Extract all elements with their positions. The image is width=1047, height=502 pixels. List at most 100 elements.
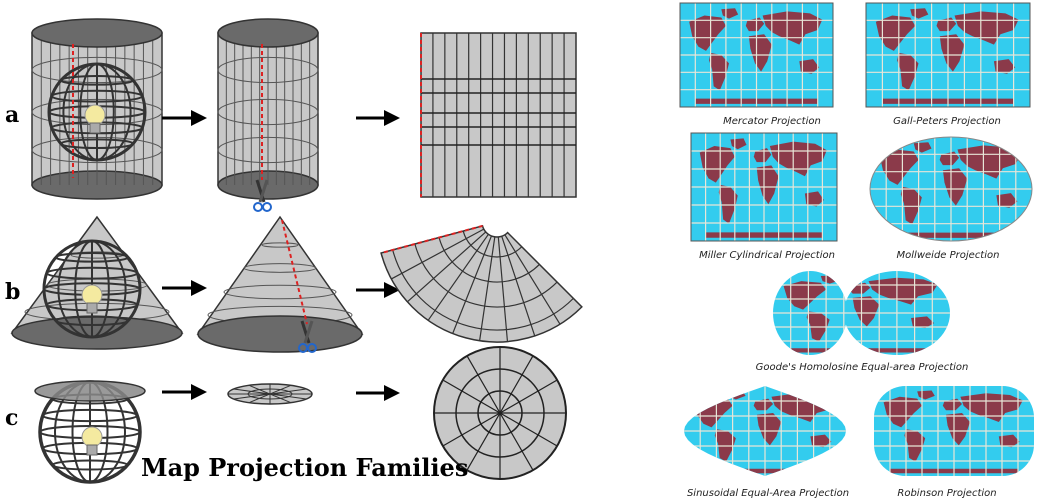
cylinder-parallel <box>217 98 319 126</box>
map-mercator <box>679 2 834 108</box>
cone-base <box>11 316 183 350</box>
map-miller <box>690 132 838 242</box>
caption-robinson: Robinson Projection <box>897 488 997 499</box>
arrow-head <box>191 280 207 296</box>
continent <box>911 316 935 329</box>
continent <box>996 193 1018 208</box>
bulb-glass <box>84 104 106 126</box>
globe-parallel <box>50 89 144 103</box>
unrolled-conic-fan <box>380 224 583 343</box>
map-frame <box>865 2 1031 108</box>
caption-mercator: Mercator Projection <box>723 116 821 127</box>
map-gall-peters <box>865 2 1031 108</box>
continent <box>998 434 1020 448</box>
map-mollweide <box>869 136 1033 242</box>
cut-line <box>281 219 308 325</box>
globe-parallel <box>41 408 139 423</box>
continent <box>810 434 832 448</box>
continent <box>799 59 820 74</box>
plane-with-globe <box>34 380 146 484</box>
continent <box>939 151 960 166</box>
continent <box>709 52 729 91</box>
continent <box>745 17 765 32</box>
continent <box>875 15 916 51</box>
scissors-icon <box>298 320 317 353</box>
arrow-a1 <box>162 110 207 126</box>
cylinder-top <box>31 18 163 48</box>
projection-plane <box>34 380 146 402</box>
azimuthal-disk <box>433 346 567 480</box>
continent <box>879 149 919 185</box>
fan-meridian <box>391 228 485 280</box>
fan-parallel <box>438 237 540 283</box>
fan-meridian <box>479 236 496 341</box>
continent <box>689 15 726 51</box>
continent <box>936 17 957 32</box>
globe-parallel <box>54 315 130 327</box>
scissors-blade <box>300 320 311 344</box>
map-frame <box>869 136 1033 242</box>
fan-meridian <box>497 236 509 342</box>
scissors-blade <box>255 179 266 203</box>
fan-meridian <box>501 236 536 337</box>
cylinder-top <box>217 18 319 48</box>
continent <box>718 184 738 224</box>
fan-meridian <box>406 231 487 303</box>
fan-parallel <box>414 243 558 308</box>
arrow-head <box>191 110 207 126</box>
continent <box>957 145 1021 179</box>
continent <box>883 396 922 428</box>
continent <box>954 11 1019 45</box>
disk-meridian <box>442 379 558 447</box>
map-sinusoidal <box>684 386 846 476</box>
row-letter-c: c <box>5 405 18 431</box>
fan-parallel <box>462 230 523 258</box>
projection-families-diagram: a b c Map Projection Families <box>5 18 583 484</box>
lightbulb <box>81 284 103 314</box>
tilted-azimuthal-disk <box>227 383 313 405</box>
fan-meridian <box>504 234 561 325</box>
caption-miller: Miller Cylindrical Projection <box>699 250 835 261</box>
arrow-a2 <box>356 110 400 126</box>
scissors-icon <box>253 179 272 212</box>
arrow-head <box>384 385 400 401</box>
projection-examples-panel <box>679 2 1034 476</box>
scissors-handle <box>307 343 317 353</box>
caption-gall-peters: Gall-Peters Projection <box>893 116 1001 127</box>
cut-edge <box>380 224 483 255</box>
continent <box>756 413 782 446</box>
lightbulb <box>84 104 106 134</box>
map-content <box>680 3 833 107</box>
globe-parallel <box>59 74 135 86</box>
map-content <box>691 133 837 241</box>
map-content <box>874 386 1034 476</box>
cone-parallel <box>243 263 317 273</box>
map-content <box>866 3 1030 107</box>
cylinder-parallel <box>217 56 319 84</box>
bulb-base <box>86 302 98 314</box>
map-goode <box>773 271 950 355</box>
continent <box>939 34 965 72</box>
continent <box>753 148 772 163</box>
scissors-blade <box>258 179 269 203</box>
cone-parallel <box>261 242 299 248</box>
figure-title: Map Projection Families <box>141 453 468 482</box>
continent <box>762 11 823 45</box>
caption-mollweide: Mollweide Projection <box>896 250 1000 261</box>
map-robinson <box>874 386 1034 476</box>
continent <box>897 52 919 91</box>
bulb-glass <box>81 284 103 306</box>
map-frame <box>679 2 834 108</box>
bulb-glass <box>81 426 103 448</box>
globe-parallel <box>45 266 139 280</box>
continent <box>942 168 968 206</box>
arrow-head <box>384 282 400 298</box>
arrow-head <box>384 110 400 126</box>
scissors-handle <box>262 202 272 212</box>
arrow-head <box>191 384 207 400</box>
cone-with-globe <box>10 215 184 350</box>
continent <box>699 145 735 183</box>
fan-meridian <box>452 235 493 334</box>
cylinder-with-globe <box>31 18 163 200</box>
